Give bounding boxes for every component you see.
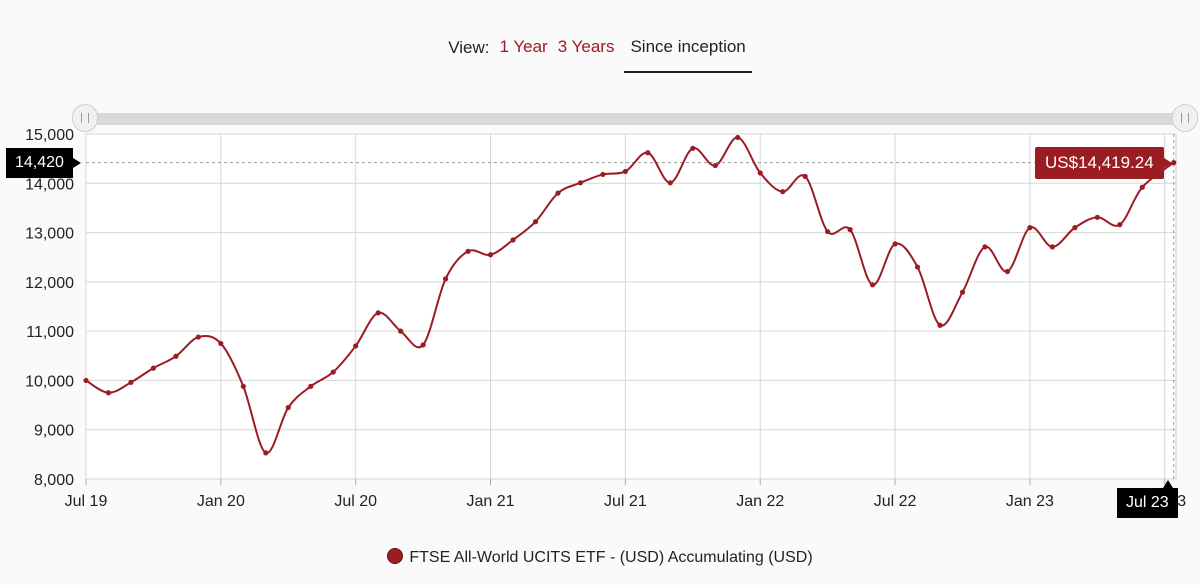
data-point — [285, 404, 291, 411]
view-option-3-years[interactable]: 3 Years — [557, 37, 615, 56]
data-point — [869, 282, 876, 288]
data-point — [757, 170, 763, 176]
data-point — [690, 145, 696, 151]
data-point — [487, 252, 494, 258]
data-point — [420, 342, 426, 348]
data-point — [442, 276, 449, 282]
data-point — [173, 353, 179, 359]
data-point — [150, 365, 157, 371]
range-navigator-track[interactable] — [85, 113, 1185, 125]
plot-area — [85, 133, 1177, 480]
x-tick-label: Jul 22 — [874, 493, 917, 510]
data-point — [645, 150, 651, 156]
data-point — [398, 328, 404, 334]
data-point — [1027, 225, 1033, 231]
crosshair-y-label: 14,420 — [6, 148, 81, 178]
data-point — [465, 248, 471, 254]
y-tick-label: 13,000 — [25, 226, 74, 243]
data-point — [128, 379, 134, 385]
y-axis-ticks: 8,000 9,000 10,000 11,000 12,000 13,000 14,000… — [25, 127, 74, 489]
grip-icon — [1181, 113, 1189, 123]
data-point — [622, 168, 628, 175]
data-point — [712, 162, 718, 169]
data-point — [375, 310, 381, 316]
data-point — [105, 390, 112, 396]
view-option-1-year[interactable]: 1 Year — [499, 37, 548, 56]
value-tooltip: US$14,419.24 — [1035, 147, 1172, 179]
data-point — [600, 171, 606, 178]
data-point — [1139, 184, 1145, 190]
data-point — [1094, 214, 1100, 220]
data-point — [577, 180, 584, 186]
x-tick-label: Jan 20 — [197, 493, 245, 510]
data-point — [982, 244, 988, 250]
grip-icon — [81, 113, 89, 123]
x-tick-label: Jul 19 — [65, 493, 108, 510]
view-selector: View: 1 Year 3 Years Since inception — [0, 30, 1200, 73]
data-point — [353, 343, 359, 349]
data-point — [780, 189, 786, 195]
view-option-since-inception[interactable]: Since inception — [624, 37, 752, 73]
y-tick-label: 12,000 — [25, 275, 74, 292]
data-point — [802, 173, 808, 179]
x-tick-label: Jul 20 — [334, 493, 377, 510]
x-tick-label: Jan 22 — [736, 493, 784, 510]
data-point — [892, 241, 898, 247]
data-point — [959, 289, 966, 295]
legend-marker-icon — [387, 548, 404, 564]
data-point — [555, 190, 561, 196]
data-point — [532, 219, 539, 225]
data-point — [847, 227, 853, 233]
data-point — [1171, 160, 1177, 166]
data-point — [1049, 244, 1055, 250]
data-point — [825, 228, 831, 235]
x-tick-label: Jan 23 — [1006, 493, 1054, 510]
range-handle-right[interactable] — [1172, 104, 1198, 132]
data-point — [667, 180, 673, 186]
series-points — [83, 134, 1177, 456]
data-point — [218, 340, 224, 347]
data-point — [263, 450, 269, 456]
crosshair — [86, 134, 1176, 479]
data-point — [914, 264, 921, 270]
range-handle-left[interactable] — [72, 104, 98, 132]
y-tick-label: 15,000 — [25, 127, 74, 144]
chart-legend[interactable]: FTSE All-World UCITS ETF - (USD) Accumul… — [0, 548, 1200, 567]
legend-series-name: FTSE All-World UCITS ETF - (USD) Accumul… — [409, 549, 813, 566]
data-point — [1004, 268, 1011, 275]
data-point — [1117, 222, 1123, 228]
y-tick-label: 10,000 — [25, 373, 74, 390]
crosshair-x-label: Jul 23 — [1117, 480, 1178, 518]
y-tick-label: 9,000 — [34, 423, 74, 440]
data-point — [195, 334, 201, 340]
data-point — [83, 377, 89, 384]
x-tick-label: Jul 21 — [604, 493, 647, 510]
data-point — [937, 322, 943, 328]
y-tick-label: 11,000 — [26, 324, 74, 341]
chart-grid — [85, 133, 1177, 485]
x-tick-label: Jan 21 — [467, 493, 515, 510]
view-label: View: — [448, 38, 490, 57]
y-tick-label: 8,000 — [34, 472, 74, 489]
data-point — [1072, 225, 1078, 231]
x-axis-ticks: Jul 19 Jan 20 Jul 20 Jan 21 Jul 21 Jan 22 Jul … — [65, 493, 1187, 510]
data-point — [240, 383, 246, 389]
y-tick-label: 14,000 — [25, 176, 74, 193]
data-point — [330, 369, 336, 375]
data-point — [510, 237, 516, 243]
data-point — [735, 134, 741, 141]
data-point — [308, 383, 314, 389]
